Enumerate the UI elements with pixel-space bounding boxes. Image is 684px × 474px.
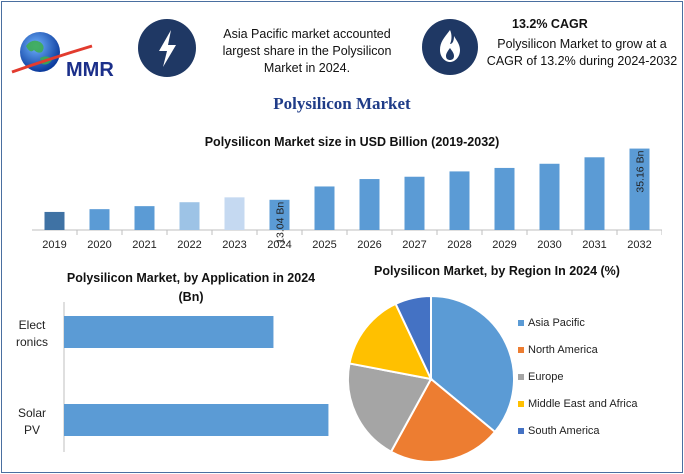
lightning-icon xyxy=(138,19,196,77)
x-tick-label: 2019 xyxy=(42,239,66,251)
data-label: 13.04 Bn xyxy=(275,202,287,244)
bar-2031 xyxy=(584,157,605,230)
x-tick-label: 2028 xyxy=(447,239,471,251)
category-label: Solar xyxy=(18,406,46,420)
legend-swatch xyxy=(518,401,524,407)
legend-label: South America xyxy=(528,425,600,437)
header-left-text: Asia Pacific market accounted largest sh… xyxy=(222,27,392,75)
x-tick-label: 2022 xyxy=(177,239,201,251)
bar-2019 xyxy=(44,211,65,230)
bar-2030 xyxy=(539,163,560,230)
legend-label: North America xyxy=(528,344,599,356)
x-tick-label: 2025 xyxy=(312,239,336,251)
bar-2026 xyxy=(359,179,380,230)
category-label: ronics xyxy=(16,335,48,349)
bar-chart-title: Polysilicon Market size in USD Billion (… xyxy=(204,135,500,149)
cagr-text: Polysilicon Market to grow at a CAGR of … xyxy=(486,37,678,68)
bar-2021 xyxy=(134,206,155,230)
bar-2032 xyxy=(629,148,650,230)
flame-icon xyxy=(422,19,478,75)
x-tick-label: 2029 xyxy=(492,239,516,251)
application-chart-title: Polysilicon Market, by Application in 20… xyxy=(66,271,316,304)
bar-2022 xyxy=(179,202,200,230)
pie-slice-middle-east-and-africa xyxy=(348,302,433,381)
mmr-logo: MMR xyxy=(11,32,114,81)
bar-2023 xyxy=(224,197,245,230)
pie-slice-north-america xyxy=(389,377,497,463)
x-tick-label: 2020 xyxy=(87,239,111,251)
legend-label: Europe xyxy=(528,371,563,383)
x-tick-label: 2026 xyxy=(357,239,381,251)
legend-swatch xyxy=(518,428,524,434)
legend-swatch xyxy=(518,347,524,353)
region-chart-title: Polysilicon Market, by Region In 2024 (%… xyxy=(374,264,620,278)
x-tick-label: 2031 xyxy=(582,239,606,251)
region-pie-chart: Asia Pacific North America Europe Middle Ea… xyxy=(347,294,638,463)
legend-label: Middle East and Africa xyxy=(528,398,638,410)
bar-2029 xyxy=(494,167,515,230)
bar-2024 xyxy=(269,199,290,230)
legend-swatch xyxy=(518,374,524,380)
svg-text:MMR: MMR xyxy=(66,59,114,81)
bar-2028 xyxy=(449,171,470,230)
x-tick-label: 2024 xyxy=(267,239,291,251)
bar-2025 xyxy=(314,186,335,230)
legend-label: Asia Pacific xyxy=(528,317,585,329)
category-label: Elect xyxy=(19,318,46,332)
data-label: 35.16 Bn xyxy=(635,150,647,192)
category-label: PV xyxy=(24,423,40,437)
x-tick-label: 2021 xyxy=(132,239,156,251)
bar-2027 xyxy=(404,176,425,230)
x-tick-label: 2032 xyxy=(627,239,651,251)
bar-electronics xyxy=(64,316,274,348)
bar-2020 xyxy=(89,209,110,230)
pie-slice-asia-pacific xyxy=(430,294,515,434)
bar-solar-pv xyxy=(64,404,329,436)
application-bar-chart: Elect ronics Solar PV xyxy=(16,302,329,452)
legend-swatch xyxy=(518,320,524,326)
x-tick-label: 2030 xyxy=(537,239,561,251)
x-tick-label: 2027 xyxy=(402,239,426,251)
page-title: Polysilicon Market xyxy=(273,94,411,113)
x-tick-label: 2023 xyxy=(222,239,246,251)
pie-slice-south-america xyxy=(394,294,432,380)
cagr-title: 13.2% CAGR xyxy=(512,17,588,31)
pie-slice-europe xyxy=(347,362,433,454)
